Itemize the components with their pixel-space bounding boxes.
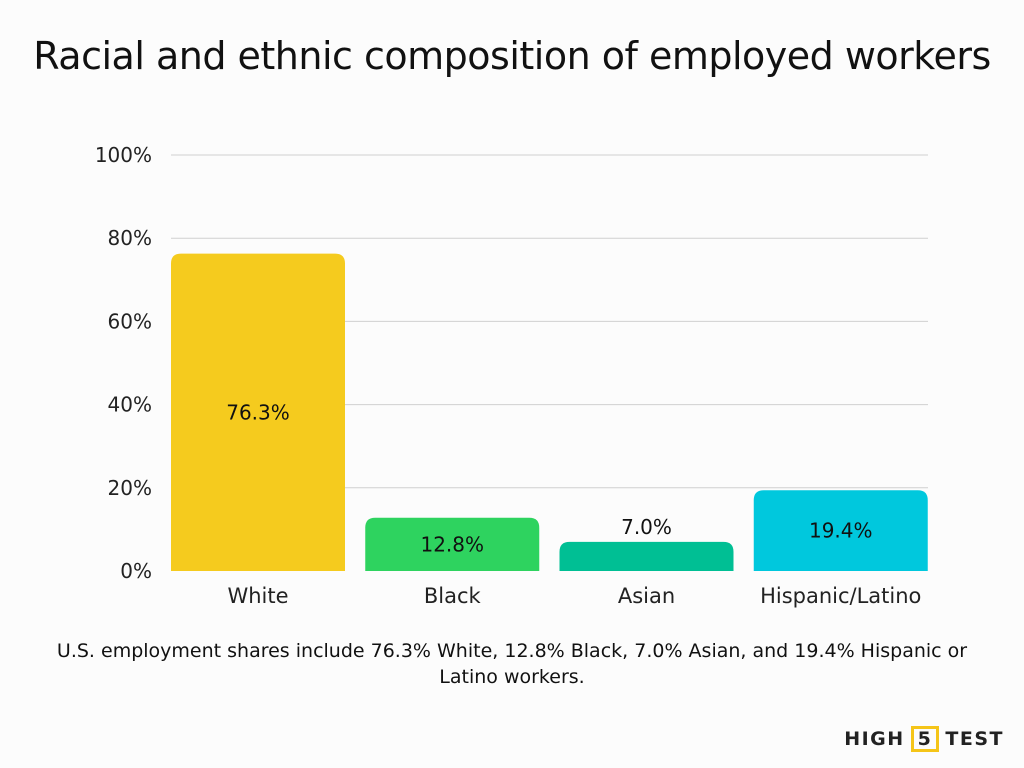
x-tick-label: Hispanic/Latino [760,584,921,608]
logo-text-right: TEST [945,728,1004,750]
y-tick-label: 100% [95,143,152,167]
x-tick-label: White [227,584,288,608]
x-tick-label: Asian [618,584,675,608]
data-label: 76.3% [226,400,290,424]
y-tick-label: 60% [108,309,152,333]
data-label: 7.0% [621,515,672,539]
high5test-logo: HIGH 5 TEST [844,726,1004,752]
logo-text-mid: 5 [910,726,940,752]
bar-black [365,517,540,571]
y-tick-label: 20% [108,476,152,500]
chart-caption: U.S. employment shares include 76.3% Whi… [56,640,968,688]
chart-title: Racial and ethnic composition of employe… [33,34,991,78]
logo-text-left: HIGH [844,728,905,750]
data-label: 12.8% [420,532,484,556]
y-tick-label: 0% [120,559,152,583]
bar-hispanic-latino [753,490,928,571]
x-tick-label: Black [424,584,482,608]
y-tick-label: 40% [108,393,152,417]
y-tick-label: 80% [108,226,152,250]
data-label: 19.4% [809,519,873,543]
bar-asian [559,541,734,571]
bar-white [171,253,345,572]
